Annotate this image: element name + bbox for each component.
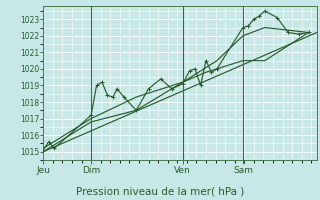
Text: Pression niveau de la mer( hPa ): Pression niveau de la mer( hPa ) <box>76 186 244 196</box>
